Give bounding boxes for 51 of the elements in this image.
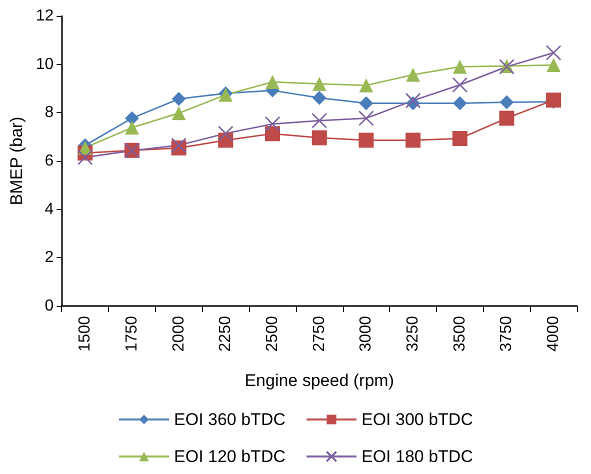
- point: [452, 77, 468, 93]
- point: [358, 132, 374, 148]
- x-tick-label: 4000: [545, 316, 562, 352]
- point: [406, 132, 421, 148]
- x-tick-label: 3750: [498, 316, 516, 352]
- x-tick-label: 2000: [170, 316, 188, 352]
- y-tick-label: 12: [36, 8, 54, 24]
- y-tick-label: 0: [44, 298, 54, 314]
- x-tick-label: 2500: [264, 316, 282, 352]
- y-tick-label: 2: [44, 249, 54, 266]
- point: [266, 74, 280, 89]
- x-tick-label: 3000: [358, 316, 375, 352]
- point: [218, 126, 234, 142]
- x-tick-label: 3500: [451, 316, 468, 352]
- point: [124, 111, 139, 126]
- y-axis-title: BMEP (bar): [7, 116, 26, 206]
- x-tick-label: 2250: [217, 316, 234, 352]
- point: [358, 110, 374, 126]
- y-tick-label: 4: [44, 200, 54, 218]
- point: [172, 106, 186, 120]
- point: [312, 76, 326, 91]
- legend-label: EOI 180 bTDC: [362, 447, 473, 466]
- point: [172, 92, 186, 106]
- y-tick-label: 8: [44, 104, 54, 122]
- point: [312, 112, 328, 128]
- legend-label: EOI 360 bTDC: [174, 410, 286, 429]
- point: [264, 116, 280, 132]
- point: [312, 90, 326, 105]
- point: [546, 58, 561, 72]
- point: [405, 92, 421, 108]
- x-tick-label: 1500: [76, 316, 94, 352]
- x-tick-label: 1750: [123, 316, 140, 352]
- point: [452, 60, 467, 74]
- point: [452, 131, 468, 146]
- legend-label: EOI 120 bTDC: [174, 447, 286, 466]
- point: [124, 120, 139, 135]
- y-tick-label: 6: [44, 152, 54, 170]
- point: [406, 68, 420, 82]
- point: [452, 96, 467, 110]
- x-tick-label: 3250: [404, 316, 422, 352]
- point: [359, 78, 374, 92]
- point: [499, 110, 514, 126]
- point: [359, 96, 374, 110]
- x-tick-label: 2750: [310, 316, 328, 352]
- point: [546, 44, 562, 60]
- y-tick-label: 10: [36, 56, 54, 73]
- legend-label: EOI 300 bTDC: [362, 410, 473, 429]
- point: [77, 150, 93, 166]
- point: [500, 95, 514, 110]
- x-axis-title: Engine speed (rpm): [244, 371, 394, 390]
- point: [312, 130, 327, 146]
